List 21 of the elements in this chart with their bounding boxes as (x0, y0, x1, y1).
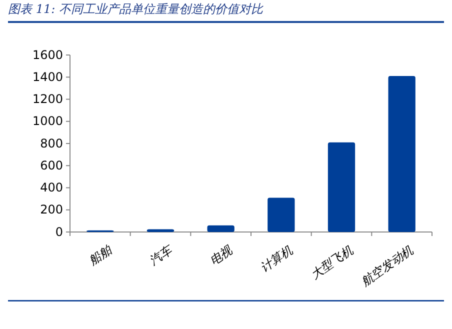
y-tick-label: 1000 (32, 114, 63, 128)
x-tick-label: 大型飞机 (308, 242, 356, 282)
bar (328, 142, 356, 232)
y-tick-label: 400 (40, 180, 63, 195)
y-tick-label: 800 (40, 136, 63, 150)
x-tick-label: 船舶 (86, 242, 115, 269)
x-tick-label: 电视 (206, 242, 236, 268)
y-tick-label: 0 (55, 224, 63, 239)
chart-title: 图表 11: 不同工业产品单位重量创造的价值对比 (8, 2, 264, 16)
y-tick-label: 1200 (32, 92, 63, 106)
y-tick-label: 200 (40, 202, 63, 217)
bar (207, 225, 234, 232)
x-tick-label: 计算机 (258, 242, 296, 276)
bar (146, 229, 174, 232)
y-tick-label: 600 (40, 158, 63, 172)
y-tick-label: 1400 (32, 70, 63, 84)
y-tick-label: 1600 (32, 48, 63, 62)
bar (388, 76, 416, 232)
x-tick-label: 汽车 (146, 242, 176, 268)
bar (268, 198, 295, 232)
x-tick-label: 航空发动机 (358, 242, 417, 290)
